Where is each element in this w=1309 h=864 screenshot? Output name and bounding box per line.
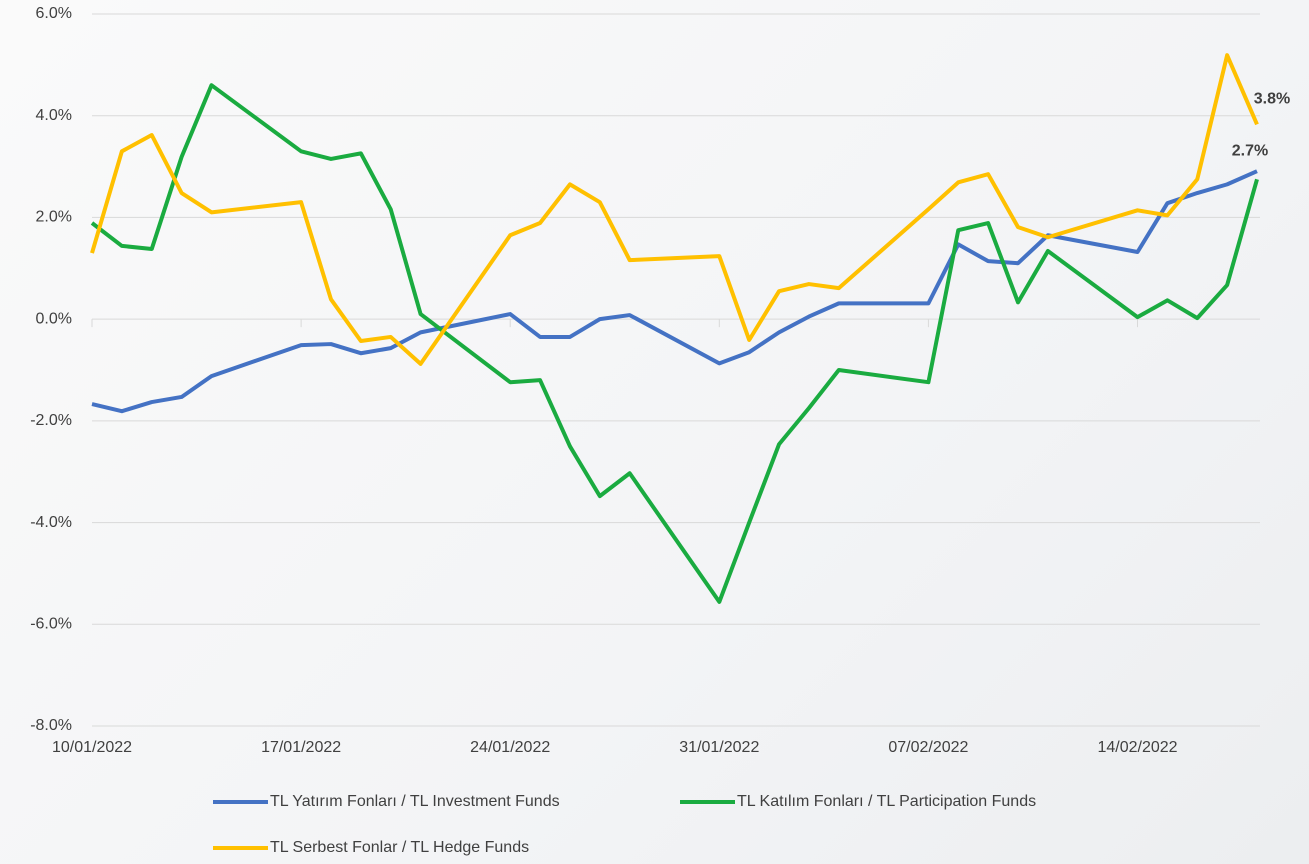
- x-tick-label: 10/01/2022: [52, 739, 132, 756]
- series-line: [92, 55, 1257, 364]
- x-tick-label: 07/02/2022: [888, 739, 968, 756]
- y-tick-label: 2.0%: [36, 209, 72, 226]
- y-tick-label: 0.0%: [36, 310, 72, 327]
- y-tick-label: -2.0%: [30, 412, 72, 429]
- legend-label: TL Yatırım Fonları / TL Investment Funds: [270, 793, 560, 810]
- series-line: [92, 85, 1257, 602]
- data-label: 2.7%: [1232, 143, 1268, 160]
- x-tick-label: 17/01/2022: [261, 739, 341, 756]
- y-tick-label: 6.0%: [36, 5, 72, 22]
- y-tick-label: 4.0%: [36, 107, 72, 124]
- x-tick-label: 24/01/2022: [470, 739, 550, 756]
- x-tick-label: 14/02/2022: [1097, 739, 1177, 756]
- y-tick-label: -4.0%: [30, 514, 72, 531]
- y-tick-label: -8.0%: [30, 717, 72, 734]
- legend-label: TL Serbest Fonlar / TL Hedge Funds: [270, 839, 529, 856]
- x-tick-label: 31/01/2022: [679, 739, 759, 756]
- y-tick-label: -6.0%: [30, 616, 72, 633]
- legend-label: TL Katılım Fonları / TL Participation Fu…: [737, 793, 1036, 810]
- data-label: 3.8%: [1254, 91, 1290, 108]
- chart: -8.0% -6.0% -4.0% -2.0% 0.0% 2.0% 4.0% 6.0% 10/0…: [0, 0, 1309, 864]
